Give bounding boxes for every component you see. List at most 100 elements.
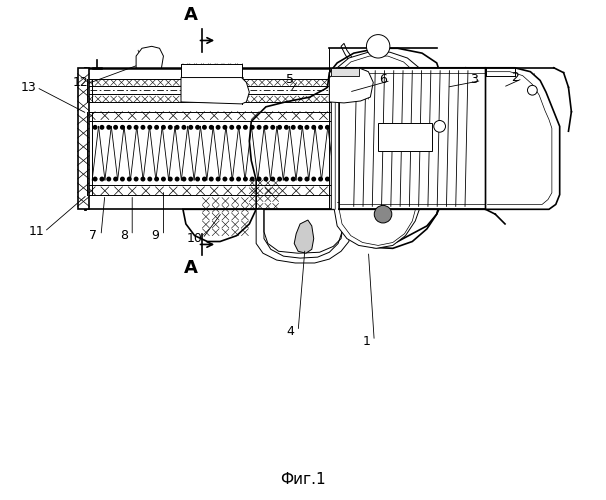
Circle shape <box>141 178 145 181</box>
Circle shape <box>375 206 392 223</box>
Circle shape <box>100 178 104 181</box>
Circle shape <box>527 86 538 95</box>
Circle shape <box>264 178 268 181</box>
Circle shape <box>216 178 220 181</box>
Circle shape <box>230 126 233 129</box>
Circle shape <box>237 126 241 129</box>
Circle shape <box>258 126 261 129</box>
Polygon shape <box>183 48 442 248</box>
Circle shape <box>141 126 145 129</box>
Circle shape <box>312 178 316 181</box>
Polygon shape <box>181 78 249 104</box>
Circle shape <box>107 178 110 181</box>
Text: A: A <box>184 259 198 277</box>
Text: 11: 11 <box>28 226 44 238</box>
Circle shape <box>107 126 110 129</box>
Text: 10: 10 <box>187 232 202 245</box>
Polygon shape <box>485 68 560 210</box>
Polygon shape <box>256 210 351 263</box>
Text: 3: 3 <box>470 73 478 86</box>
Circle shape <box>434 120 445 132</box>
Text: 8: 8 <box>121 229 128 242</box>
Circle shape <box>305 178 308 181</box>
Circle shape <box>189 126 193 129</box>
Circle shape <box>114 126 118 129</box>
Circle shape <box>367 34 390 58</box>
Circle shape <box>93 178 97 181</box>
Circle shape <box>325 178 329 181</box>
Circle shape <box>223 178 227 181</box>
Circle shape <box>210 178 213 181</box>
Circle shape <box>93 126 97 129</box>
Circle shape <box>155 126 158 129</box>
Text: Фиг.1: Фиг.1 <box>280 472 326 487</box>
Circle shape <box>278 126 281 129</box>
Bar <box>378 124 432 150</box>
Circle shape <box>127 178 131 181</box>
Circle shape <box>312 126 316 129</box>
Circle shape <box>135 126 138 129</box>
Circle shape <box>135 178 138 181</box>
Text: 2: 2 <box>511 71 519 84</box>
Polygon shape <box>339 68 511 210</box>
Circle shape <box>182 126 185 129</box>
Polygon shape <box>329 68 373 103</box>
Bar <box>181 64 242 78</box>
Circle shape <box>202 178 206 181</box>
Text: 9: 9 <box>152 229 159 242</box>
Circle shape <box>182 178 185 181</box>
Circle shape <box>100 126 104 129</box>
Circle shape <box>325 126 329 129</box>
Circle shape <box>121 178 124 181</box>
Polygon shape <box>331 52 423 248</box>
Polygon shape <box>136 46 164 68</box>
Circle shape <box>319 178 322 181</box>
Circle shape <box>155 178 158 181</box>
Circle shape <box>278 178 281 181</box>
Circle shape <box>285 126 288 129</box>
Circle shape <box>202 126 206 129</box>
Circle shape <box>244 126 247 129</box>
Circle shape <box>305 126 308 129</box>
Circle shape <box>271 178 275 181</box>
Text: 6: 6 <box>379 73 387 86</box>
Circle shape <box>162 126 165 129</box>
Circle shape <box>189 178 193 181</box>
Circle shape <box>210 126 213 129</box>
Circle shape <box>285 178 288 181</box>
Text: 14: 14 <box>209 76 225 89</box>
Circle shape <box>223 126 227 129</box>
Circle shape <box>264 126 268 129</box>
Circle shape <box>175 178 179 181</box>
Bar <box>331 68 359 76</box>
Text: 5: 5 <box>286 73 295 86</box>
Circle shape <box>148 178 152 181</box>
Circle shape <box>121 126 124 129</box>
Circle shape <box>298 178 302 181</box>
Text: 7: 7 <box>89 229 97 242</box>
Text: A: A <box>184 6 198 24</box>
Circle shape <box>244 178 247 181</box>
Circle shape <box>250 126 254 129</box>
Text: 1: 1 <box>362 334 370 347</box>
Circle shape <box>216 126 220 129</box>
Circle shape <box>114 178 118 181</box>
Circle shape <box>291 126 295 129</box>
Circle shape <box>168 178 172 181</box>
Circle shape <box>127 126 131 129</box>
Circle shape <box>148 126 152 129</box>
Circle shape <box>319 126 322 129</box>
Circle shape <box>230 178 233 181</box>
Circle shape <box>291 178 295 181</box>
Circle shape <box>196 178 199 181</box>
Circle shape <box>258 178 261 181</box>
Text: 13: 13 <box>21 81 36 94</box>
Circle shape <box>162 178 165 181</box>
Bar <box>78 68 89 210</box>
Text: 12: 12 <box>73 76 88 89</box>
Circle shape <box>175 126 179 129</box>
Circle shape <box>196 126 199 129</box>
Circle shape <box>298 126 302 129</box>
Text: 4: 4 <box>287 325 295 338</box>
Circle shape <box>237 178 241 181</box>
